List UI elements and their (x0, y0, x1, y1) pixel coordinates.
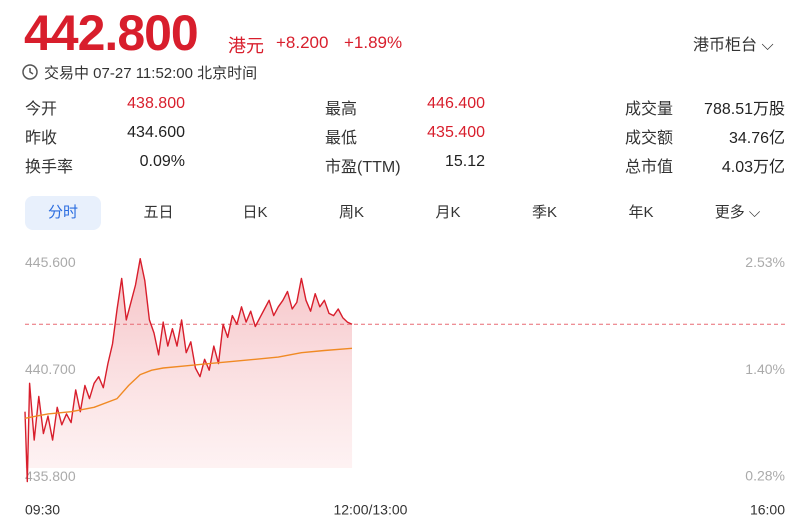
stat-value: 788.51万股 (704, 101, 785, 118)
y-tick-label: 440.700 (25, 361, 76, 377)
y2-tick-label: 2.53% (745, 254, 785, 270)
tab[interactable]: 周K (338, 204, 364, 221)
tab[interactable]: 更多 ⌵ (714, 204, 761, 221)
stat-label: 今开 (25, 101, 58, 118)
counter-select[interactable]: 港币柜台 ⌵ (693, 37, 774, 54)
stat-label: 市盈(TTM) (325, 159, 401, 176)
y2-tick-label: 1.40% (745, 361, 785, 377)
tab[interactable]: 日K (242, 204, 268, 221)
stat-label: 昨收 (25, 130, 58, 147)
stat-value: 434.600 (127, 124, 185, 141)
average-line (24, 347, 353, 419)
stat-value: 446.400 (427, 95, 485, 112)
status: 交易中 07-27 11:52:00 北京时间 (44, 65, 258, 82)
clock-icon (22, 64, 38, 80)
stat-value: 438.800 (127, 95, 185, 112)
tab[interactable]: 季K (531, 204, 557, 221)
stat-value: 15.12 (444, 153, 485, 170)
x-tick-label: 16:00 (750, 502, 785, 518)
x-tick-label: 12:00/13:00 (333, 502, 407, 518)
stat-value: 0.09% (139, 153, 185, 170)
stat-value: 34.76亿 (728, 130, 785, 147)
price-area (25, 258, 353, 482)
tab[interactable]: 年K (628, 204, 654, 221)
currency: 港元 (228, 36, 264, 56)
chevron: ⌵ (744, 204, 761, 221)
price: 442.800 (24, 5, 199, 61)
stat-value: 4.03万亿 (721, 159, 785, 176)
counter-label: 港币柜台 (693, 37, 758, 54)
change-pct: +1.89% (344, 33, 403, 52)
x-tick-label: 09:30 (25, 502, 60, 518)
y-tick-label: 435.800 (25, 468, 76, 484)
tab[interactable]: 分时 (25, 196, 101, 230)
stat-label: 总市值 (625, 159, 674, 176)
tab[interactable]: 月K (435, 204, 461, 221)
stat-label: 最高 (325, 101, 358, 118)
change: +8.200 (276, 33, 329, 52)
y-tick-label: 445.600 (25, 254, 76, 270)
stat-label: 成交额 (625, 130, 674, 147)
tab[interactable]: 五日 (143, 204, 174, 221)
stat-label: 换手率 (25, 159, 74, 176)
y2-tick-label: 0.28% (745, 468, 785, 484)
stat-value: 435.400 (427, 124, 485, 141)
stat-label: 成交量 (625, 101, 674, 118)
price-line (24, 258, 353, 483)
stat-label: 最低 (325, 130, 358, 147)
